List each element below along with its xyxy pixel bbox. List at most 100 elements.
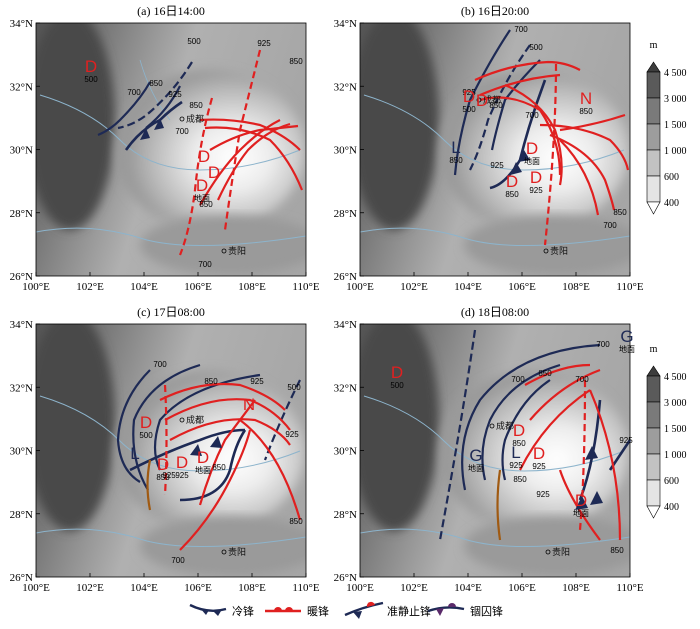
system-level: 地面	[468, 463, 484, 473]
level-label: 700	[175, 127, 189, 136]
y-tick-label: 34°N	[334, 18, 357, 30]
colorbar-segment	[646, 71, 661, 99]
city-label: 成都	[186, 414, 204, 425]
system-symbol: D	[526, 139, 538, 158]
x-tick-label: 110°E	[616, 281, 643, 293]
x-tick-label: 108°E	[562, 281, 590, 293]
panel-title: (a) 16日14:00	[137, 4, 205, 18]
level-label: 850	[289, 517, 303, 526]
occluded-front-c	[190, 436, 222, 456]
panel-labels-3: (c) 17日08:00 100°E 102°E 104°E 106°E 108°E 110…	[10, 305, 320, 594]
x-tick-label: 104°E	[454, 281, 482, 293]
cold-front-b	[510, 150, 530, 175]
elevation-colorbar-top: m 4 500 3 000 1 500 1 000 600 400	[646, 40, 687, 215]
panel-labels-4: (d) 18日08:00 100°E 102°E 104°E 106°E 108°E 110…	[334, 305, 644, 594]
colorbar-label: 1 500	[664, 424, 687, 435]
colorbar-label: 600	[664, 172, 679, 183]
colorbar-label: 400	[664, 502, 679, 513]
level-label: 700	[198, 260, 212, 269]
terrain-d	[360, 324, 630, 577]
y-tick-label: 26°N	[10, 271, 33, 283]
x-tick-label: 104°E	[454, 582, 482, 594]
stationary-front-triangle	[353, 611, 362, 619]
y-tick-label: 32°N	[10, 81, 33, 93]
x-tick-label: 102°E	[400, 582, 428, 594]
city-label: 贵阳	[552, 546, 570, 557]
system-level: 地面	[195, 465, 211, 475]
cold-front-triangle	[200, 608, 209, 615]
warm-front-semicircle	[285, 607, 293, 611]
level-label: 850	[212, 463, 226, 472]
x-tick-label: 100°E	[346, 582, 374, 594]
terrain-c	[36, 324, 306, 577]
level-label: 700	[171, 556, 185, 565]
y-tick-label: 26°N	[10, 572, 33, 584]
colorbar-segment	[646, 453, 661, 481]
x-tick-label: 100°E	[22, 281, 50, 293]
x-tick-label: 106°E	[184, 281, 212, 293]
occluded-front-symbol	[427, 606, 465, 613]
level-label: 850	[538, 369, 552, 378]
colorbar-segment	[646, 375, 661, 403]
colorbar-segment	[646, 175, 661, 203]
terrain-a	[36, 23, 306, 276]
system-symbol: D	[463, 87, 475, 106]
level-label: 925	[168, 90, 182, 99]
legend-label: 暖锋	[307, 605, 329, 618]
x-tick-label: 110°E	[292, 582, 319, 594]
level-label: 850	[204, 377, 218, 386]
level-label: 925	[462, 88, 476, 97]
colorbar-segment	[646, 149, 661, 177]
level-label: 850	[289, 57, 303, 66]
city-label: 贵阳	[550, 245, 568, 256]
system-level: 850	[512, 439, 526, 448]
x-tick-label: 110°E	[616, 582, 643, 594]
system-level: 500	[390, 381, 404, 390]
colorbar-label: 1 000	[664, 450, 687, 461]
x-tick-label: 106°E	[508, 582, 536, 594]
y-tick-label: 28°N	[334, 208, 357, 220]
occluded-front-triangle	[436, 608, 444, 616]
contours-c	[116, 363, 302, 551]
x-tick-label: 110°E	[292, 281, 319, 293]
legend-item-cold: 冷锋	[189, 603, 254, 618]
legend-label: 准静止锋	[387, 604, 431, 618]
colorbar-unit: m	[650, 344, 658, 355]
system-symbol: D	[157, 455, 169, 474]
level-label: 850	[189, 101, 203, 110]
system-symbol: D	[530, 168, 542, 187]
city-marker	[221, 549, 227, 555]
system-level: 925	[532, 462, 546, 471]
cold-front-d	[575, 446, 603, 510]
y-tick-label: 30°N	[334, 446, 357, 458]
terrain-b	[360, 23, 630, 276]
y-tick-label: 34°N	[10, 18, 33, 30]
system-symbol: D	[513, 421, 525, 440]
colorbar-label: 1 000	[664, 146, 687, 157]
x-tick-label: 108°E	[238, 582, 266, 594]
y-tick-label: 32°N	[10, 382, 33, 394]
colorbar-label: 1 500	[664, 120, 687, 131]
system-level: 500	[84, 75, 98, 84]
y-tick-label: 30°N	[10, 446, 33, 458]
x-tick-label: 106°E	[508, 281, 536, 293]
level-label: 700	[575, 375, 589, 384]
city-label: 贵阳	[228, 546, 246, 557]
colorbar-label: 600	[664, 476, 679, 487]
level-label: 850	[489, 101, 503, 110]
cold-front-triangle	[212, 610, 221, 616]
contours-d	[438, 329, 632, 541]
legend-item-stationary: 准静止锋	[344, 601, 431, 619]
colorbar-bottom-arrow	[646, 201, 661, 215]
legend-label: 冷锋	[232, 605, 254, 618]
level-label: 700	[603, 221, 617, 230]
level-label: 925	[257, 39, 271, 48]
system-symbol: D	[476, 91, 488, 110]
city-label: 贵阳	[228, 245, 246, 256]
y-tick-label: 26°N	[334, 572, 357, 584]
y-tick-label: 30°N	[10, 145, 33, 157]
level-label: 700	[153, 360, 167, 369]
level-label: 925	[285, 430, 299, 439]
city-marker	[179, 417, 185, 423]
